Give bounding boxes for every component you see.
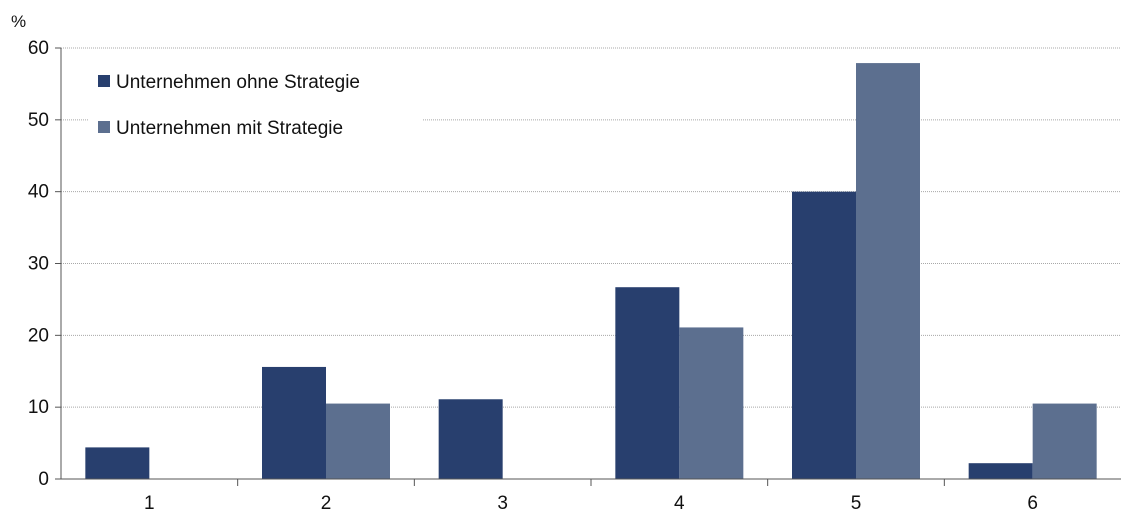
- y-tick-label: 0: [38, 469, 49, 490]
- bar-mit-strategie-6: [1032, 403, 1097, 479]
- y-tick-label: 20: [28, 325, 49, 346]
- bar-ohne-strategie-5: [792, 191, 856, 479]
- legend: Unternehmen ohne Strategie Unternehmen mi…: [88, 59, 423, 154]
- x-tick-label: 2: [321, 493, 332, 514]
- bar-mit-strategie-4: [679, 327, 744, 479]
- x-tick-label: 5: [851, 493, 862, 514]
- bar-ohne-strategie-3: [438, 399, 503, 479]
- bar-mit-strategie-5: [856, 63, 920, 480]
- legend-swatch: [98, 75, 110, 87]
- bar-ohne-strategie-6: [968, 463, 1033, 479]
- x-tick-label: 1: [144, 493, 155, 514]
- y-tick-label: 50: [28, 110, 49, 131]
- bar-ohne-strategie-4: [615, 287, 680, 479]
- y-tick-label: 10: [28, 397, 49, 418]
- x-tick-label: 6: [1027, 493, 1038, 514]
- legend-entry-label: Unternehmen ohne Strategie: [116, 72, 360, 93]
- legend-swatch: [98, 121, 110, 133]
- x-tick-label: 4: [674, 493, 685, 514]
- legend-background: [88, 59, 423, 154]
- bar-ohne-strategie-2: [262, 366, 326, 479]
- bars-layer: [85, 63, 1097, 480]
- grid-layer: [61, 47, 1121, 408]
- x-tick-label: 3: [497, 493, 508, 514]
- y-tick-label: 40: [28, 182, 49, 203]
- bar-mit-strategie-2: [326, 403, 390, 479]
- y-tick-label: 60: [28, 38, 49, 59]
- labels-layer: % 0 10 20 30 40 50 60 1 2 3 4 5 6: [11, 12, 1038, 514]
- y-tick-label: 30: [28, 254, 49, 275]
- legend-entry-label: Unternehmen mit Strategie: [116, 118, 343, 139]
- bar-ohne-strategie-1: [85, 447, 150, 479]
- axis-layer: [55, 47, 1121, 486]
- y-axis-unit-label: %: [11, 12, 26, 31]
